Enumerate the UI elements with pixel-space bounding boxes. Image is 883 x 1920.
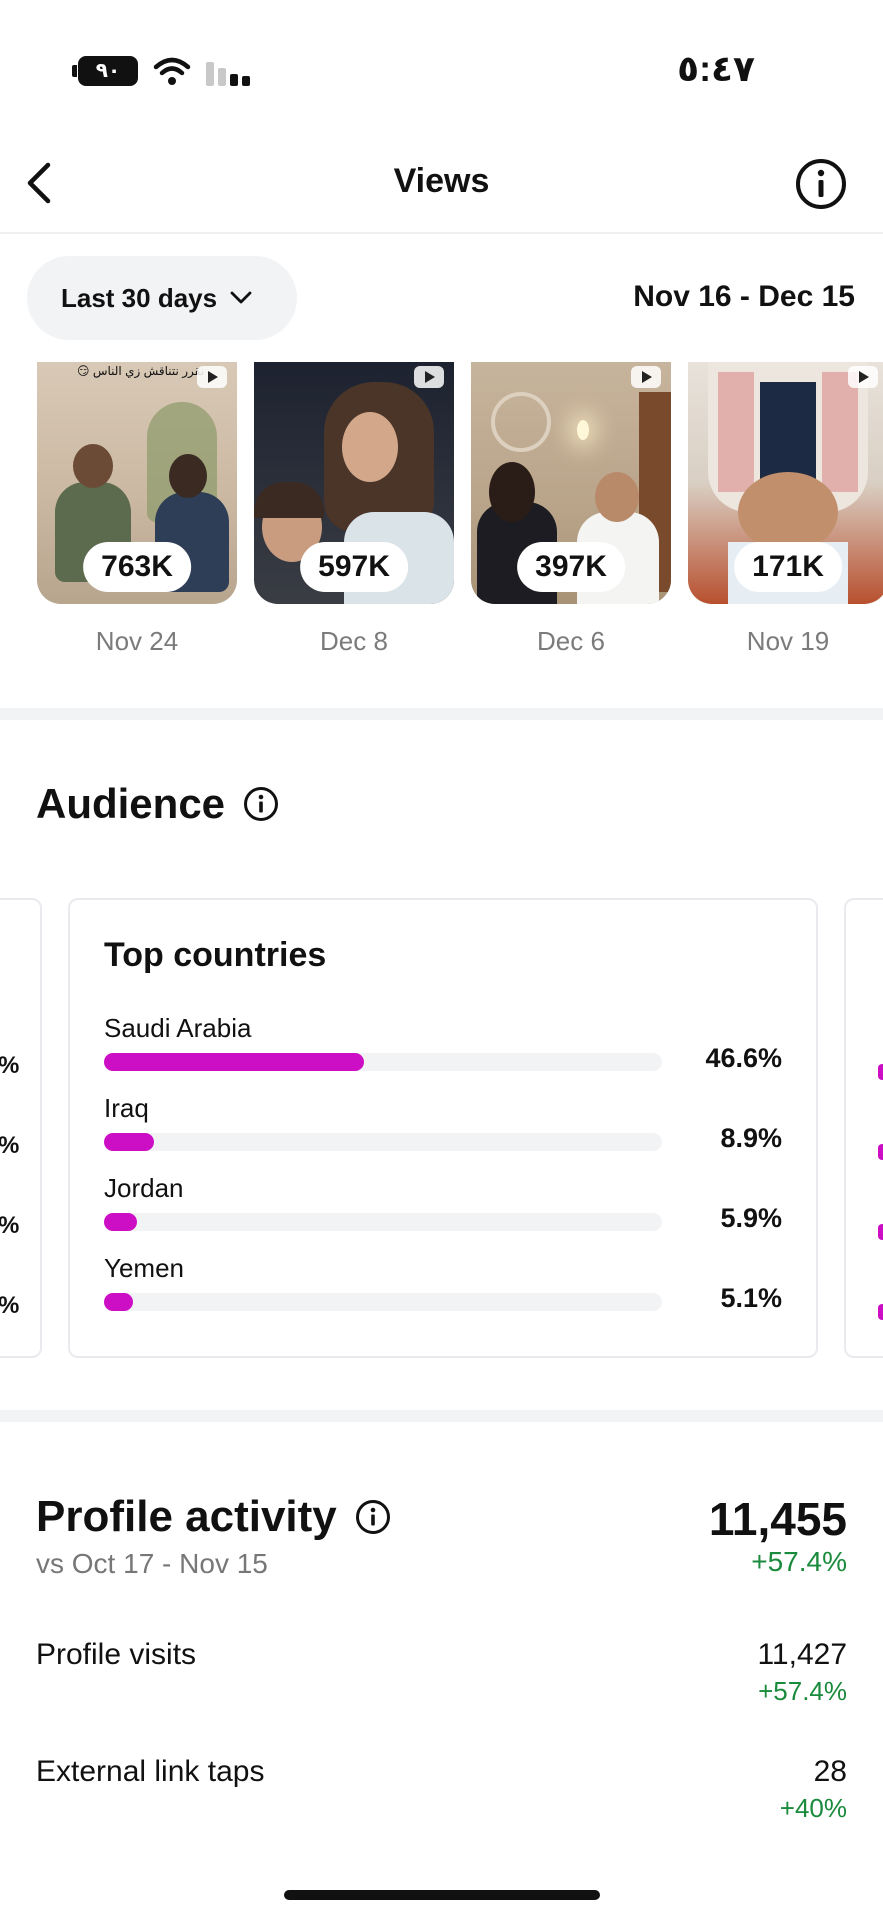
- info-icon[interactable]: [355, 1499, 391, 1535]
- chevron-down-icon: [230, 291, 252, 304]
- country-list: Saudi Arabia 46.6% Iraq 8.9% Jordan 5.9% Yemen…: [104, 1013, 782, 1333]
- country-name: Yemen: [104, 1253, 184, 1283]
- external-link-taps-change: +40%: [779, 1793, 847, 1823]
- date-range-text: Nov 16 - Dec 15: [633, 280, 855, 313]
- country-bar-fill: [104, 1213, 137, 1231]
- comparison-period: vs Oct 17 - Nov 15: [36, 1548, 268, 1579]
- thumbnail-date: Dec 8: [320, 626, 388, 656]
- page-title: Views: [393, 162, 490, 200]
- country-row: Iraq 8.9%: [104, 1093, 782, 1173]
- country-bar-fill: [104, 1293, 134, 1311]
- content-thumbnail[interactable]: 597K: [254, 362, 454, 604]
- country-bar-track: [104, 1213, 662, 1231]
- top-countries-card: Top countries Saudi Arabia 46.6% Iraq 8.9% J…: [68, 898, 818, 1358]
- audience-card-next[interactable]: [844, 898, 883, 1358]
- external-link-taps-value: 28: [813, 1755, 847, 1788]
- play-icon: [414, 366, 444, 388]
- thumbnail-date: Dec 6: [537, 626, 605, 656]
- external-link-taps-label: External link taps: [36, 1755, 265, 1788]
- country-name: Jordan: [104, 1173, 184, 1203]
- content-thumbnail[interactable]: 171K: [688, 362, 883, 604]
- country-bar-track: [104, 1053, 662, 1071]
- date-range-dropdown[interactable]: Last 30 days: [27, 256, 297, 340]
- cellular-signal-icon: [206, 58, 252, 86]
- content-thumbnail[interactable]: 397K: [471, 362, 671, 604]
- country-row: Yemen 5.1%: [104, 1253, 782, 1333]
- audience-section-title: Audience: [36, 780, 279, 828]
- profile-activity-title-text: Profile activity: [36, 1492, 337, 1541]
- thumbnail-date: Nov 24: [95, 626, 179, 656]
- status-time: ٥:٤٧: [677, 48, 755, 89]
- play-icon: [631, 366, 661, 388]
- country-bar-fill: [104, 1053, 365, 1071]
- view-count: 397K: [517, 542, 625, 592]
- country-bar-track: [104, 1293, 662, 1311]
- page-header: Views: [0, 130, 883, 234]
- section-divider: [0, 708, 883, 720]
- top-countries-title: Top countries: [104, 936, 327, 974]
- country-name: Saudi Arabia: [104, 1013, 252, 1043]
- country-row: Saudi Arabia 46.6%: [104, 1013, 782, 1093]
- country-row: Jordan 5.9%: [104, 1173, 782, 1253]
- profile-activity-change: +57.4%: [751, 1546, 847, 1577]
- filter-row: Last 30 days Nov 16 - Dec 15: [0, 256, 883, 340]
- profile-visits-change: +57.4%: [758, 1676, 847, 1706]
- info-icon[interactable]: [795, 158, 847, 210]
- battery-level: ٩٠: [95, 60, 121, 82]
- thumbnail-caption: نقرر نتناقش زي الناس 😏: [77, 364, 205, 378]
- chevron-left-icon: [27, 162, 51, 204]
- country-percent: 5.9%: [720, 1203, 782, 1233]
- profile-visits-label: Profile visits: [36, 1638, 197, 1671]
- play-icon: [848, 366, 878, 388]
- play-icon: [197, 366, 227, 388]
- country-name: Iraq: [104, 1093, 149, 1123]
- country-percent: 46.6%: [705, 1043, 782, 1073]
- wifi-icon: [153, 57, 191, 85]
- audience-title-text: Audience: [36, 780, 226, 827]
- content-thumbnail[interactable]: نقرر نتناقش زي الناس 😏 763K: [37, 362, 237, 604]
- profile-activity-title: Profile activity: [36, 1492, 391, 1542]
- section-divider: [0, 1410, 883, 1422]
- profile-activity-total: 11,455: [708, 1493, 847, 1545]
- info-icon[interactable]: [243, 786, 279, 822]
- date-range-dropdown-label: Last 30 days: [61, 282, 218, 313]
- audience-card-previous[interactable]: % % % %: [0, 898, 42, 1358]
- country-percent: 8.9%: [720, 1123, 782, 1153]
- thumbnail-date: Nov 19: [746, 626, 830, 656]
- back-button[interactable]: [14, 158, 64, 208]
- view-count: 763K: [83, 542, 191, 592]
- view-count: 597K: [300, 542, 408, 592]
- country-bar-track: [104, 1133, 662, 1151]
- view-count: 171K: [734, 542, 842, 592]
- home-indicator: [284, 1890, 600, 1900]
- country-bar-fill: [104, 1133, 154, 1151]
- status-bar: ٩٠ ٥:٤٧: [0, 0, 883, 130]
- battery-icon: ٩٠: [72, 56, 138, 86]
- top-content-carousel: نقرر نتناقش زي الناس 😏 763K Nov 24 597K …: [0, 362, 883, 662]
- profile-visits-value: 11,427: [757, 1638, 847, 1671]
- country-percent: 5.1%: [720, 1283, 782, 1313]
